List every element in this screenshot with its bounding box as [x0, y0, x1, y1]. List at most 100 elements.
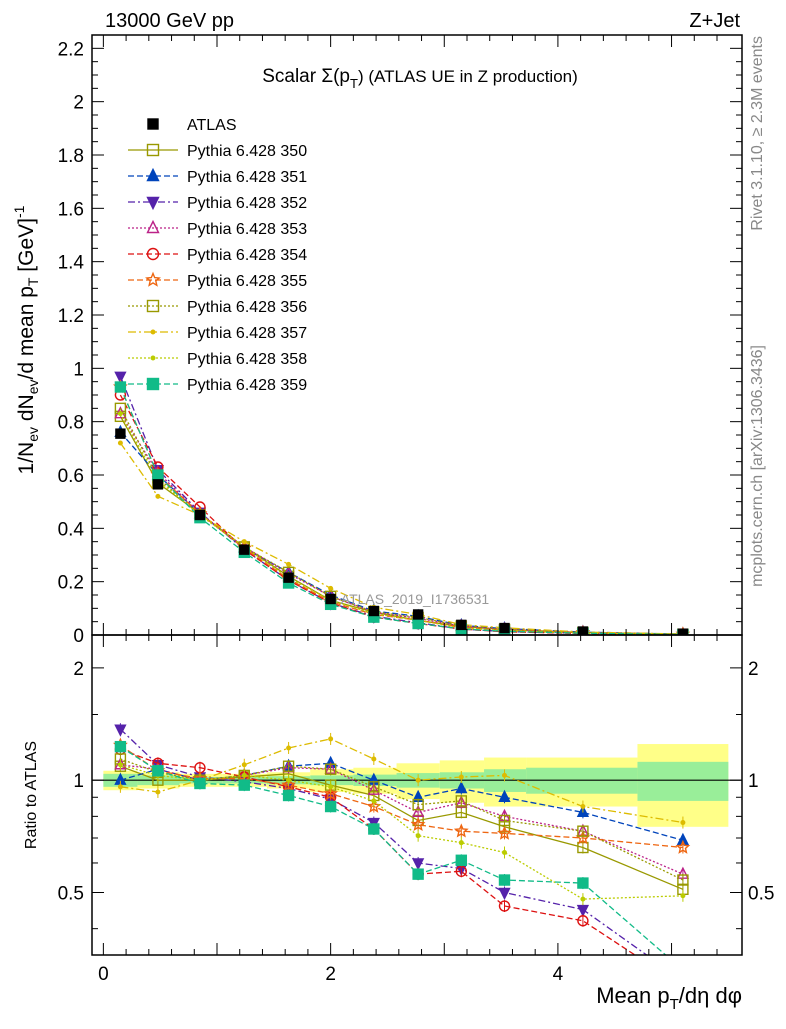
ratio-data-point	[194, 777, 206, 790]
main-series-group	[112, 371, 691, 635]
ratio-series-pythia-6.428-359	[114, 740, 667, 955]
ratio-uncertainty-bands	[92, 744, 742, 827]
x-tick-label: 4	[553, 964, 564, 985]
ratio-series-line	[120, 764, 684, 875]
legend-label: Pythia 6.428 357	[187, 325, 307, 342]
ratio-data-point	[680, 893, 686, 899]
ratio-y-tick-label-left: 2	[73, 659, 84, 680]
ratio-series-line	[120, 748, 637, 955]
ratio-data-point	[367, 782, 380, 795]
title-suffix: ) (ATLAS UE in Z production)	[358, 67, 578, 86]
ratio-data-point	[282, 760, 295, 772]
main-y-tick-label: 1.6	[58, 199, 84, 220]
ratio-data-point	[368, 781, 380, 793]
ratio-data-point	[410, 816, 426, 831]
ratio-data-point	[152, 765, 164, 777]
main-y-tick-label: 0.4	[58, 519, 85, 540]
data-point	[152, 469, 164, 481]
ratio-y-tick-label-left: 1	[73, 771, 84, 792]
legend-marker	[146, 143, 160, 157]
ratio-data-point	[580, 804, 586, 810]
ratio-series-line	[120, 738, 684, 824]
legend-label: Pythia 6.428 352	[187, 195, 307, 212]
main-y-tick-label: 1	[73, 359, 84, 380]
ratio-data-point	[580, 896, 586, 902]
ratio-data-point	[458, 774, 464, 780]
data-point	[241, 539, 247, 545]
ratio-series-group	[112, 723, 691, 955]
ratio-data-point	[455, 780, 468, 794]
main-y-tick-label: 0.2	[58, 573, 84, 594]
legend-label: Pythia 6.428 350	[187, 143, 307, 160]
ratio-data-point	[114, 740, 127, 753]
ratio-data-point	[498, 789, 511, 802]
data-point	[412, 617, 424, 630]
x-tick-label: 0	[98, 964, 109, 985]
legend-label: Pythia 6.428 355	[187, 273, 307, 290]
ratio-data-point	[328, 784, 334, 790]
ratio-data-point	[241, 772, 247, 778]
ratio-data-point	[323, 785, 339, 801]
ratio-series-line	[120, 762, 684, 841]
ratio-data-point	[286, 745, 292, 751]
data-point	[155, 493, 161, 499]
atlas-data-point	[325, 593, 336, 605]
ratio-data-point	[577, 877, 589, 889]
atlas-data-point	[456, 619, 467, 631]
series-line	[119, 376, 683, 635]
ratio-y-tick-label-right: 0.5	[748, 884, 774, 905]
ratio-data-point	[455, 795, 468, 807]
ratio-data-point	[498, 874, 511, 886]
ratio-y-axis-label: Ratio to ATLAS	[23, 741, 40, 849]
ratio-data-point	[155, 789, 161, 795]
atlas-data-point	[239, 544, 250, 555]
atlas-data-point	[412, 609, 424, 620]
ratio-data-point	[368, 823, 380, 835]
analysis-watermark: ATLAS_2019_I1736531	[341, 591, 490, 607]
ratio-data-point	[498, 900, 511, 912]
legend-marker	[146, 196, 160, 211]
ratio-data-point	[117, 762, 123, 768]
ratio-data-point	[415, 777, 421, 783]
ratio-data-point	[498, 814, 511, 827]
data-point	[117, 440, 123, 446]
legend-label: Pythia 6.428 356	[187, 299, 307, 316]
ratio-data-point	[412, 798, 424, 811]
data-point	[114, 381, 127, 393]
ratio-data-point	[281, 777, 296, 792]
ratio-data-point	[497, 825, 512, 840]
series-line	[119, 413, 683, 635]
ratio-data-point	[282, 789, 295, 802]
ratio-data-point	[677, 874, 689, 886]
legend-marker	[145, 271, 161, 287]
series-atlas-reference	[115, 428, 689, 635]
atlas-data-point	[152, 479, 164, 490]
atlas-data-point	[577, 626, 589, 635]
header-right-label: Z+Jet	[689, 10, 740, 32]
main-y-tick-label: 1.4	[58, 253, 85, 274]
ratio-data-point	[238, 779, 250, 791]
ratio-series-line	[120, 746, 667, 955]
header-left-label: 13000 GeV pp	[105, 10, 234, 32]
mcplots-label: mcplots.cern.ch [arXiv:1306.3436]	[749, 345, 766, 587]
legend-label: Pythia 6.428 353	[187, 221, 307, 238]
main-chart-title: Scalar Σ(pT) (ATLAS UE in Z production)	[262, 66, 578, 91]
ratio-data-point	[453, 823, 469, 838]
legend-marker	[150, 355, 156, 361]
ratio-data-point	[412, 868, 424, 880]
main-y-tick-label: 0	[73, 626, 84, 647]
legend: ATLAS Pythia 6.428 350 Pythia 6.428 351 Pyt…	[128, 117, 307, 394]
legend-label: Pythia 6.428 359	[187, 377, 307, 394]
legend-marker	[150, 329, 156, 335]
ratio-data-point	[576, 904, 590, 918]
atlas-data-point	[115, 428, 126, 439]
data-point	[286, 561, 292, 567]
legend-marker	[146, 219, 160, 234]
ratio-data-point	[675, 839, 691, 854]
ratio-y-tick-label-left: 0.5	[58, 884, 84, 905]
atlas-data-point	[368, 605, 380, 617]
ratio-panel-frame	[91, 634, 743, 956]
main-y-axis-label: 1/Nev dNev/d mean pT [GeV]-1	[11, 205, 41, 474]
legend-label-atlas: ATLAS	[187, 117, 237, 134]
ratio-data-point	[324, 763, 337, 775]
